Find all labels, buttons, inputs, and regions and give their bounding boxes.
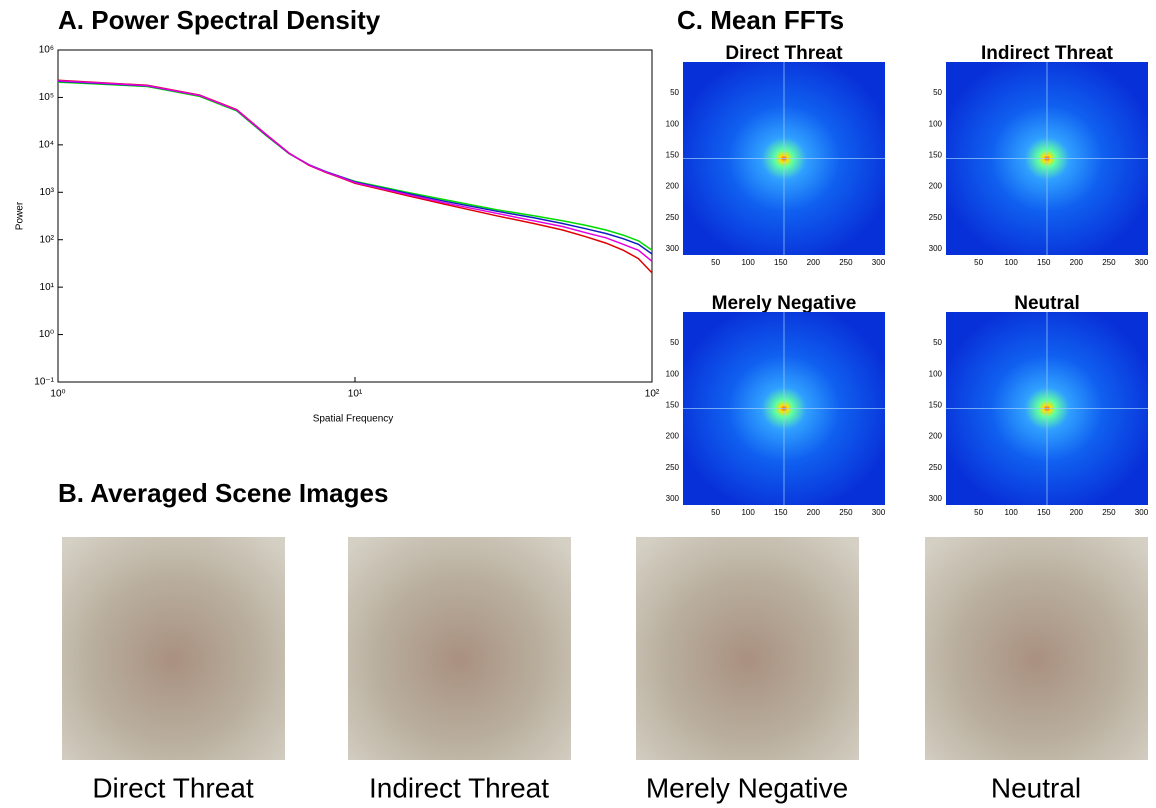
- y-tick-label: 10⁶: [39, 45, 54, 56]
- fft-x-tick-label: 150: [1037, 258, 1051, 267]
- fft-x-tick-label: 100: [1004, 508, 1018, 517]
- fft-y-tick-label: 50: [933, 88, 942, 97]
- fft-x-tick-label: 200: [807, 508, 821, 517]
- scene-label: Merely Negative: [646, 772, 848, 803]
- fft-y-tick-label: 50: [933, 338, 942, 347]
- fft-y-tick-label: 250: [929, 463, 943, 472]
- fft-y-tick-label: 250: [666, 213, 680, 222]
- y-tick-label: 10⁻¹: [34, 377, 54, 388]
- fft-x-tick-label: 100: [741, 258, 755, 267]
- scene-image: [925, 537, 1148, 760]
- fft-x-tick-label: 300: [1135, 508, 1149, 517]
- fft-y-tick-label: 150: [929, 400, 943, 409]
- fft-x-tick-label: 250: [839, 258, 853, 267]
- x-axis-label: Spatial Frequency: [313, 414, 394, 425]
- fft-title: Merely Negative: [712, 293, 857, 314]
- fft-x-tick-label: 100: [1004, 258, 1018, 267]
- fft-x-tick-label: 300: [872, 258, 886, 267]
- fft-x-tick-label: 300: [1135, 258, 1149, 267]
- y-axis-label: Power: [15, 201, 26, 230]
- panel-title: C. Mean FFTs: [677, 5, 844, 35]
- fft-y-tick-label: 50: [670, 338, 679, 347]
- fft-y-tick-label: 100: [666, 119, 680, 128]
- fft-y-tick-label: 200: [929, 432, 943, 441]
- panel-title: A. Power Spectral Density: [58, 5, 381, 35]
- fft-title: Neutral: [1014, 293, 1079, 314]
- y-tick-label: 10¹: [40, 282, 55, 293]
- fft-y-tick-label: 200: [666, 182, 680, 191]
- fft-x-tick-label: 250: [1102, 508, 1116, 517]
- x-tick-label: 10²: [645, 389, 660, 400]
- fft-x-tick-label: 200: [1070, 258, 1084, 267]
- scene-label: Neutral: [991, 772, 1081, 803]
- y-tick-label: 10³: [40, 187, 55, 198]
- scene-label: Indirect Threat: [369, 772, 549, 803]
- fft-x-tick-label: 300: [872, 508, 886, 517]
- fft-x-tick-label: 250: [839, 508, 853, 517]
- fft-y-tick-label: 100: [666, 369, 680, 378]
- fft-x-tick-label: 200: [807, 258, 821, 267]
- series-line: [58, 82, 652, 250]
- y-tick-label: 10⁴: [39, 139, 54, 150]
- fft-title: Direct Threat: [725, 43, 843, 64]
- fft-y-tick-label: 50: [670, 88, 679, 97]
- fft-y-tick-label: 300: [666, 494, 680, 503]
- y-tick-label: 10⁰: [39, 329, 54, 340]
- fft-x-tick-label: 50: [711, 258, 720, 267]
- fft-y-tick-label: 200: [929, 182, 943, 191]
- x-tick-label: 10⁰: [50, 389, 65, 400]
- fft-y-tick-label: 100: [929, 119, 943, 128]
- fft-x-tick-label: 100: [741, 508, 755, 517]
- figure: A. Power Spectral Density C. Mean FFTs B…: [0, 0, 1156, 808]
- scene-image: [636, 537, 859, 760]
- fft-x-tick-label: 150: [774, 508, 788, 517]
- panel-title: B. Averaged Scene Images: [58, 478, 388, 508]
- fft-y-tick-label: 150: [666, 400, 680, 409]
- plot-frame: [58, 50, 652, 382]
- fft-y-tick-label: 300: [666, 244, 680, 253]
- fft-x-tick-label: 50: [974, 508, 983, 517]
- fft-y-tick-label: 200: [666, 432, 680, 441]
- fft-x-tick-label: 150: [1037, 508, 1051, 517]
- fft-y-tick-label: 300: [929, 244, 943, 253]
- fft-x-tick-label: 200: [1070, 508, 1084, 517]
- series-line: [58, 80, 652, 273]
- fft-x-tick-label: 150: [774, 258, 788, 267]
- y-tick-label: 10⁵: [39, 92, 54, 103]
- series-line: [58, 81, 652, 254]
- fft-y-tick-label: 100: [929, 369, 943, 378]
- scene-label: Direct Threat: [92, 772, 254, 803]
- scene-image: [62, 537, 285, 760]
- fft-y-tick-label: 150: [666, 150, 680, 159]
- fft-y-tick-label: 300: [929, 494, 943, 503]
- fft-x-tick-label: 50: [711, 508, 720, 517]
- series-line: [58, 81, 652, 262]
- fft-title: Indirect Threat: [981, 43, 1114, 64]
- y-tick-label: 10²: [40, 234, 55, 245]
- x-tick-label: 10¹: [348, 389, 363, 400]
- fft-x-tick-label: 250: [1102, 258, 1116, 267]
- fft-y-tick-label: 250: [929, 213, 943, 222]
- fft-y-tick-label: 250: [666, 463, 680, 472]
- fft-x-tick-label: 50: [974, 258, 983, 267]
- scene-image: [348, 537, 571, 760]
- fft-y-tick-label: 150: [929, 150, 943, 159]
